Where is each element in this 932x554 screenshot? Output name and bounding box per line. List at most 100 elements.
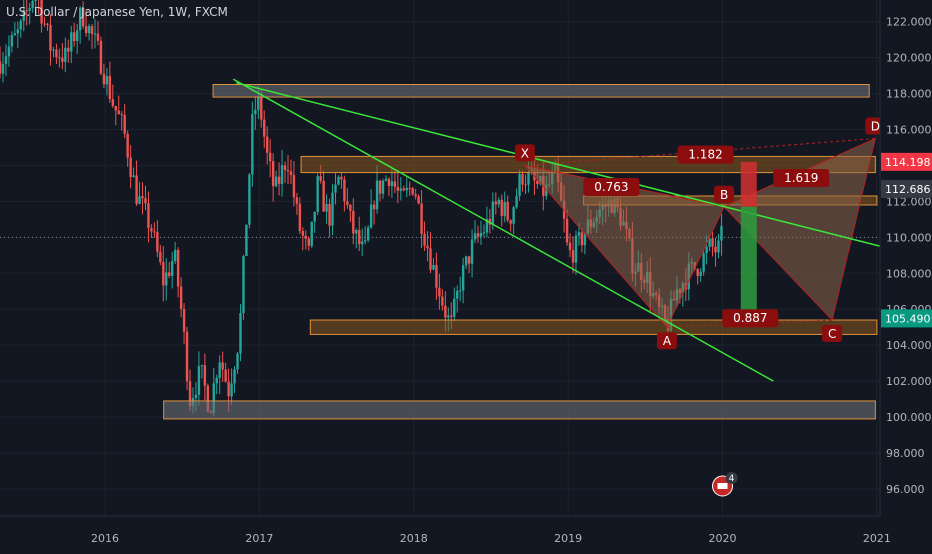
candle-body [58,57,61,59]
candle-body [458,290,462,292]
price-label-105.490: 105.490 [885,312,931,325]
candle-body [22,10,25,21]
zone-bottom-gray[interactable] [163,400,876,420]
candle-body [78,7,82,31]
candle-body [447,315,450,318]
candle-body [274,176,278,187]
stop-loss-zone[interactable] [740,161,757,207]
price-label-box [881,152,932,171]
candle-body [429,248,432,270]
candle-body [283,165,287,171]
candle-body [402,188,405,191]
candle-body [396,186,400,191]
candle-body [173,249,177,261]
x-tick-label: 2016 [91,532,119,545]
point-label-A: A [663,334,672,348]
candle-body [399,188,403,191]
candle-body [568,242,572,251]
candle-body [363,240,367,242]
candle-body [150,228,153,232]
candle-body [375,180,379,210]
candle-body [218,362,221,378]
trendline-lower[interactable] [232,78,774,382]
candle-body [536,180,539,185]
candle-body [73,32,76,41]
position-tool[interactable] [740,161,757,319]
trendline-upper[interactable] [236,81,888,249]
ratio-label-box [677,145,734,164]
candle-body [565,218,569,243]
candle-body [40,0,43,24]
candle-body [319,176,322,181]
candle-body [105,76,109,85]
candle-body [702,253,705,272]
candle-body [203,365,207,386]
candle-body [182,308,186,332]
zone-lower-orange[interactable] [309,319,878,335]
candle-body [49,25,52,51]
ratio-label-1.182: 1.182 [688,148,722,162]
candle-body [325,203,328,212]
trendlines[interactable] [232,78,888,382]
candle-body [503,202,506,217]
candle-body [52,49,55,51]
candle-body [343,179,346,202]
candle-body [450,315,453,317]
candle-body [144,198,147,204]
point-label-C-box [822,325,843,343]
candle-body [337,176,340,185]
candle-body [277,176,281,184]
point-label-X-box [514,144,535,162]
candle-body [512,207,515,224]
candle-body [580,232,584,246]
x-tick-label: 2019 [554,532,582,545]
candle-body [147,203,150,229]
candle-body [369,204,373,228]
candle-body [227,381,230,397]
y-tick-label: 100.000 [886,411,932,424]
y-tick-label: 122.000 [886,16,932,29]
take-profit-zone[interactable] [740,206,757,319]
y-tick-label: 96.000 [886,483,925,496]
candle-body [414,194,417,197]
x-tick-label: 2017 [245,532,273,545]
candle-body [194,394,198,399]
candle-body [245,224,248,257]
candle-body [470,239,474,264]
candle-body [99,40,103,74]
price-axis [880,0,932,550]
candle-body [61,57,64,62]
x-tick-label: 2018 [400,532,428,545]
candle-body [185,331,189,382]
candle-body [212,383,215,414]
candle-body [393,181,397,187]
candle-body [705,246,708,254]
y-tick-label: 102.000 [886,375,932,388]
candles [0,0,723,417]
candle-body [482,232,486,234]
candle-body [384,178,388,181]
candle-body [366,227,370,241]
candle-body [165,272,168,286]
candle-body [87,26,91,34]
candle-body [251,114,254,175]
ratio-line-xb [524,164,725,208]
candle-body [328,203,331,226]
candle-body [358,230,361,245]
candle-body [467,256,471,264]
y-tick-label: 112.000 [886,195,932,208]
y-tick-label: 118.000 [886,87,932,100]
point-label-D: D [871,119,880,133]
badge-count-bg [725,472,738,484]
ratio-label-0.763: 0.763 [594,180,628,194]
candle-body [1,63,5,74]
point-label-X: X [521,146,529,160]
candle-body [239,313,242,354]
zone-top-gray[interactable] [212,84,870,98]
candle-body [46,23,49,26]
candle-body [464,256,468,266]
candle-body [64,47,67,62]
